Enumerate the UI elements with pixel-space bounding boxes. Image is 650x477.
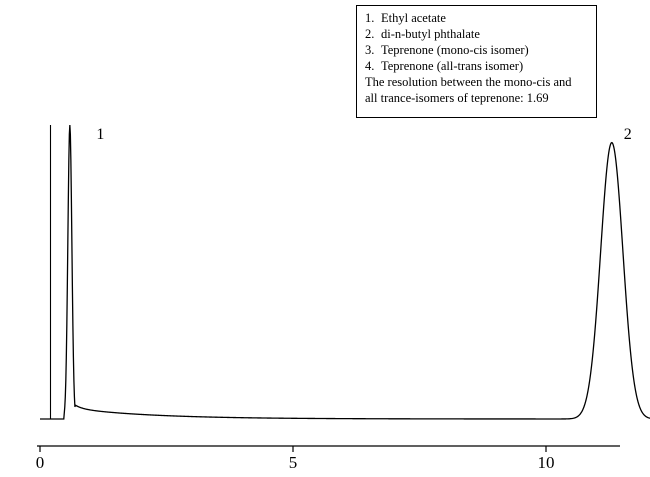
chromatogram-trace [40, 124, 650, 420]
peak-label-1: 1 [96, 126, 104, 143]
x-axis-ticks [39, 446, 547, 452]
x-tick-label: 5 [289, 453, 298, 472]
x-axis-tick-labels: 05101520 [36, 453, 555, 472]
x-tick-label: 0 [36, 453, 45, 472]
resolution-note-line-1: The resolution between the mono-cis and [365, 75, 572, 89]
peak-labels: 1234 [96, 126, 632, 143]
legend-item: 4. Teprenone (all-trans isomer) [365, 59, 524, 73]
x-tick-label: 10 [538, 453, 555, 472]
peak-label-2: 2 [624, 126, 632, 143]
legend-item: 1. Ethyl acetate [365, 11, 446, 25]
legend: 1. Ethyl acetate 2. di-n-butyl phthalate 3… [356, 5, 597, 118]
legend-item: 3. Teprenone (mono-cis isomer) [365, 43, 529, 57]
resolution-note-line-2: all trance-isomers of teprenone: 1.69 [365, 91, 549, 105]
legend-item: 2. di-n-butyl phthalate [365, 27, 480, 41]
